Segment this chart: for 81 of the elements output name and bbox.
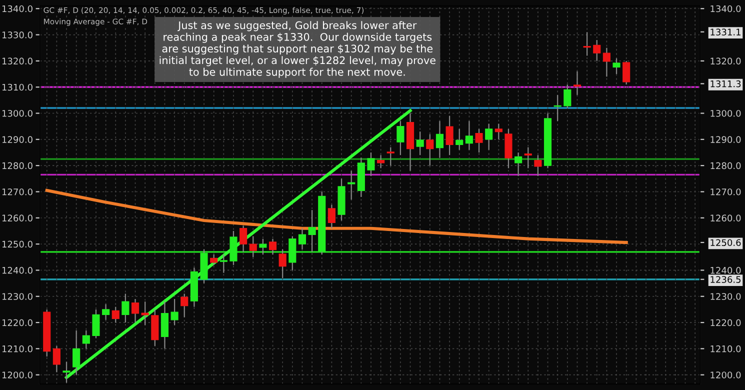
candlestick [259,238,267,256]
y2-tick-label: 1311.3 [710,80,741,88]
candlestick [386,146,394,166]
candlestick [475,128,483,154]
y2-tick-label: 1280.0 [710,162,741,170]
candlestick [416,131,424,156]
candlestick [52,346,60,373]
candlestick [573,70,582,96]
candlestick [446,115,454,156]
y-tick-label: 1340.0 [2,5,32,12]
candlestick [180,293,188,318]
y2-tick-label: 1250.6 [710,239,741,246]
candlestick [308,209,316,252]
y-tick-label: 1310.0 [2,84,32,91]
candlestick [92,308,100,339]
y-tick-label: 1250.0 [2,240,32,248]
y2-tick-label: 1240.0 [710,266,741,274]
candlestick [514,152,522,177]
y-tick-label: 1260.0 [2,214,32,222]
candlestick [426,134,434,166]
y2-tick-label: 1200.0 [710,372,741,378]
y2-tick-label: 1260.0 [710,214,741,222]
candlestick [534,154,542,177]
y2-tick-label: 1300.0 [710,110,741,117]
y-tick-label: 1300.0 [2,110,32,117]
candlestick [554,94,562,122]
y-tick-label: 1200.0 [2,372,32,378]
candlestick [485,123,493,150]
candlestick [240,225,248,252]
candlestick [160,301,169,350]
candlestick [220,254,228,274]
y2-tick-label: 1340.0 [710,5,741,12]
y2-tick-label: 1290.0 [710,136,741,143]
candlestick [377,154,385,169]
y-tick-label: 1280.0 [2,162,32,170]
candlestick [456,128,464,150]
candlestick [622,60,630,86]
y2-tick-label: 1210.0 [710,345,741,352]
candlestick [210,254,218,266]
candlestick [278,248,286,279]
candlestick [131,298,140,324]
candlestick [396,120,404,156]
candlestick [112,306,120,324]
annotation: Just as we suggested, Gold breaks lower after reaching a peak near $1330. Our downside targets are suggesting that support near $1302 may be the initial target level, or a lower $1282 level, may prove to be ultimate support for the next move. [160,21,436,78]
candlestick [328,204,336,229]
candlestick [249,236,257,258]
y-tick-label: 1240.0 [2,266,32,274]
y-tick-label: 1290.0 [2,136,32,143]
y-tick-label: 1330.0 [2,32,32,38]
y2-tick-label: 1320.0 [710,58,741,64]
y2-tick-label: 1230.0 [710,293,741,300]
candlestick [367,152,375,177]
y-tick-label: 1320.0 [2,58,32,64]
candlestick [268,238,277,256]
candlestick [102,304,110,320]
candlestick [602,47,610,78]
candlestick [348,170,356,200]
candlestick [593,39,601,62]
y2-tick-label: 1220.0 [710,319,741,326]
candlestick [524,146,532,169]
candlestick [494,123,502,140]
y-tick-label: 1230.0 [2,293,32,300]
y2-tick-label: 1270.0 [710,188,741,196]
candlestick [141,301,149,326]
candlestick [564,84,572,109]
candlestick [72,330,80,376]
candlestick [82,330,90,350]
line-series [45,188,628,244]
candlestick [436,120,444,158]
candlestick [122,293,130,324]
y2-tick-label: 1236.5 [710,276,741,283]
y-tick-label: 1220.0 [2,319,32,326]
candlestick [288,236,296,271]
candlestick [62,361,70,384]
candlestick [465,120,473,150]
y-tick-label: 1270.0 [2,188,32,196]
candlestick [170,298,178,326]
y-tick-label: 1210.0 [2,345,32,352]
candlestick [612,58,620,75]
candlestick [298,228,306,250]
y2-tick-label: 1331.1 [710,28,740,36]
